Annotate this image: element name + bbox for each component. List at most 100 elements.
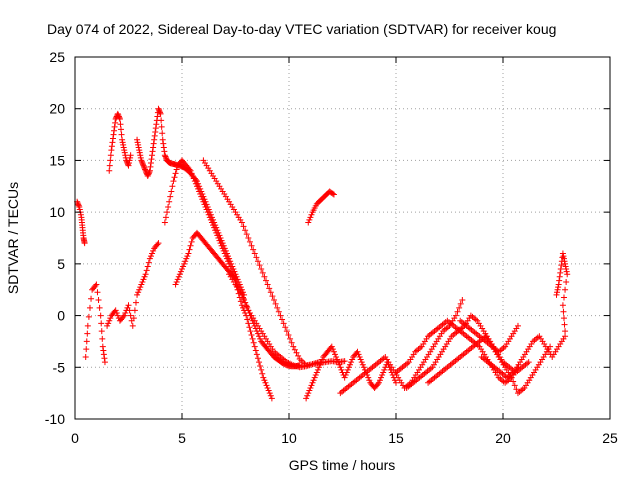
- data-point: [246, 238, 253, 245]
- data-point: [307, 384, 314, 391]
- data-point: [98, 328, 105, 335]
- data-point: [312, 372, 319, 379]
- data-point: [140, 276, 147, 283]
- data-point: [254, 355, 261, 362]
- data-point: [167, 193, 174, 200]
- data-point: [84, 330, 91, 337]
- data-point: [250, 246, 257, 253]
- data-point: [145, 171, 152, 178]
- data-point: [560, 253, 567, 260]
- data-point: [563, 266, 570, 273]
- data-point: [122, 152, 129, 159]
- data-point: [275, 308, 282, 315]
- y-tick-label: 0: [57, 308, 65, 324]
- data-point: [330, 191, 337, 198]
- data-point: [249, 335, 256, 342]
- data-point: [171, 174, 178, 181]
- data-point: [96, 304, 103, 311]
- data-point: [226, 260, 233, 267]
- data-point: [379, 372, 386, 379]
- data-point: [218, 242, 225, 249]
- data-point: [195, 185, 202, 192]
- data-point: [137, 152, 144, 159]
- data-point: [95, 297, 102, 304]
- data-point: [203, 206, 210, 213]
- data-point: [257, 335, 264, 342]
- data-point: [107, 315, 114, 322]
- data-point: [181, 260, 188, 267]
- data-point: [155, 107, 162, 114]
- data-point: [149, 148, 156, 155]
- data-point: [118, 131, 125, 138]
- data-point: [139, 278, 146, 285]
- x-tick-label: 0: [71, 430, 79, 446]
- x-tick-label: 15: [388, 430, 404, 446]
- data-point: [106, 167, 113, 174]
- data-point: [264, 384, 271, 391]
- data-point: [237, 298, 244, 305]
- data-point: [342, 372, 349, 379]
- data-point: [187, 167, 194, 174]
- data-point: [76, 203, 83, 210]
- data-point: [334, 356, 341, 363]
- data-point: [121, 147, 128, 154]
- data-point: [112, 307, 119, 314]
- data-point: [266, 390, 273, 397]
- data-point: [145, 170, 152, 177]
- data-point: [511, 382, 518, 389]
- data-point: [243, 303, 250, 310]
- data-point: [110, 131, 117, 138]
- y-tick-label: 10: [49, 204, 65, 220]
- data-point: [188, 238, 195, 245]
- data-point: [121, 312, 128, 319]
- data-point: [125, 162, 132, 169]
- data-point: [145, 259, 152, 266]
- x-tick-label: 5: [178, 430, 186, 446]
- data-point: [242, 227, 249, 234]
- data-point: [143, 267, 150, 274]
- data-point: [127, 312, 134, 319]
- data-point: [280, 320, 287, 327]
- data-point: [113, 309, 120, 316]
- data-point: [311, 374, 318, 381]
- data-point: [287, 335, 294, 342]
- data-point: [318, 359, 325, 366]
- data-point: [99, 343, 106, 350]
- data-point: [559, 250, 566, 257]
- data-point: [357, 356, 364, 363]
- data-point: [147, 160, 154, 167]
- data-point: [131, 307, 138, 314]
- data-point: [184, 253, 191, 260]
- data-point: [201, 201, 208, 208]
- data-point: [158, 117, 165, 124]
- data-point: [191, 178, 198, 185]
- data-point: [108, 143, 115, 150]
- data-point: [147, 163, 154, 170]
- data-point: [154, 241, 161, 248]
- data-point: [307, 214, 314, 221]
- data-point: [83, 338, 90, 345]
- data-point: [135, 141, 142, 148]
- data-point: [156, 108, 163, 115]
- data-point: [211, 224, 218, 231]
- data-point: [93, 281, 100, 288]
- data-point: [336, 361, 343, 368]
- data-point: [222, 253, 229, 260]
- data-point: [202, 203, 209, 210]
- data-point: [291, 346, 298, 353]
- data-point: [138, 157, 145, 164]
- data-point: [560, 308, 567, 315]
- data-point: [180, 263, 187, 270]
- data-point: [261, 273, 268, 280]
- data-point: [262, 277, 269, 284]
- data-point: [106, 162, 113, 169]
- data-point: [267, 392, 274, 399]
- data-point: [162, 153, 169, 160]
- data-point: [147, 253, 154, 260]
- data-point: [564, 271, 571, 278]
- data-point: [146, 167, 153, 174]
- data-point: [199, 196, 206, 203]
- data-point: [553, 291, 560, 298]
- data-point: [105, 320, 112, 327]
- data-point: [246, 324, 253, 331]
